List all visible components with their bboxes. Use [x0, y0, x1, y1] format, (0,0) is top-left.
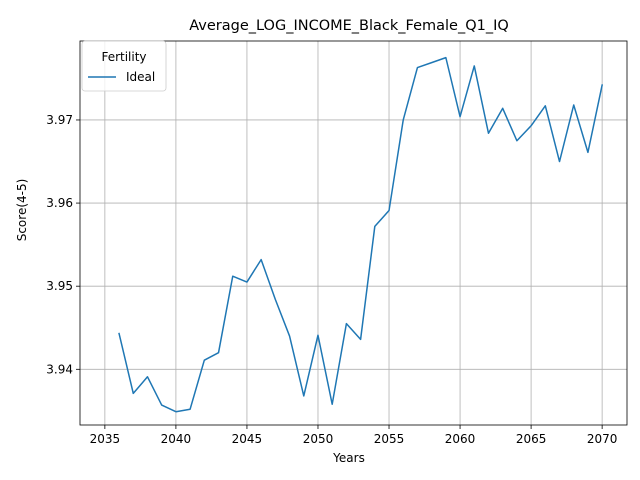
- x-tick-label: 2060: [445, 432, 476, 446]
- legend-label-ideal: Ideal: [126, 70, 155, 84]
- y-tick-label: 3.94: [46, 362, 73, 376]
- chart-title: Average_LOG_INCOME_Black_Female_Q1_IQ: [189, 18, 509, 34]
- x-tick-label: 2045: [232, 432, 263, 446]
- y-tick-label: 3.96: [46, 196, 73, 210]
- axis-ticks: 2035 2040 2045 2050 2055 2060 2065 2070 3.94 3.95…: [46, 113, 617, 446]
- x-tick-label: 2040: [161, 432, 192, 446]
- x-tick-label: 2050: [303, 432, 334, 446]
- x-axis-label: Years: [332, 451, 365, 465]
- x-tick-label: 2055: [374, 432, 405, 446]
- legend-box: [81, 40, 167, 92]
- legend-title: Fertility: [101, 50, 146, 64]
- x-tick-label: 2065: [516, 432, 547, 446]
- legend: Fertility Ideal: [81, 40, 167, 92]
- y-axis-label: Score(4-5): [15, 179, 29, 242]
- x-tick-label: 2070: [587, 432, 618, 446]
- series-layer: [118, 56, 604, 413]
- y-tick-label: 3.95: [46, 279, 73, 293]
- x-tick-label: 2035: [90, 432, 121, 446]
- plot-frame: [79, 40, 628, 426]
- y-tick-label: 3.97: [46, 113, 73, 127]
- grid-lines: [80, 41, 627, 425]
- series-line-ideal: [118, 56, 604, 413]
